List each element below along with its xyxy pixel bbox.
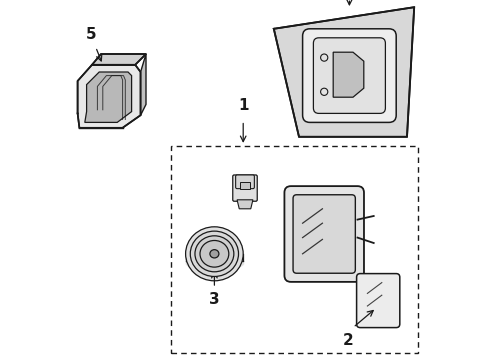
Text: 5: 5 <box>86 27 96 42</box>
Polygon shape <box>333 52 364 97</box>
Text: 3: 3 <box>209 292 220 307</box>
Bar <box>240 182 250 189</box>
Polygon shape <box>141 54 146 115</box>
FancyBboxPatch shape <box>314 38 386 113</box>
Polygon shape <box>77 65 141 128</box>
Polygon shape <box>85 72 132 122</box>
Ellipse shape <box>186 227 243 281</box>
Ellipse shape <box>190 231 239 276</box>
Text: 2: 2 <box>343 333 354 348</box>
FancyBboxPatch shape <box>284 186 364 282</box>
FancyBboxPatch shape <box>357 274 400 328</box>
FancyBboxPatch shape <box>233 175 257 201</box>
Text: 1: 1 <box>238 98 248 113</box>
FancyBboxPatch shape <box>236 175 254 189</box>
Ellipse shape <box>210 250 219 258</box>
FancyBboxPatch shape <box>303 29 396 122</box>
Polygon shape <box>92 54 146 65</box>
Polygon shape <box>237 200 253 209</box>
Ellipse shape <box>195 236 234 272</box>
Polygon shape <box>274 7 414 137</box>
Bar <box>171 146 418 353</box>
Ellipse shape <box>200 240 229 267</box>
FancyBboxPatch shape <box>293 195 355 273</box>
